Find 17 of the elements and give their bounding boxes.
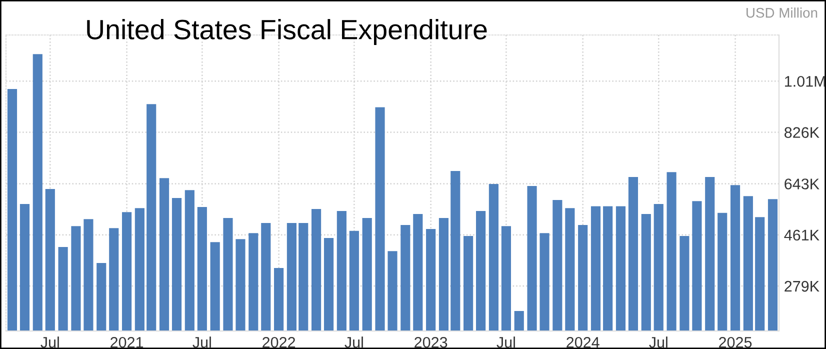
y-tick-label: 461K [784,230,820,241]
y-tick-label: 826K [784,127,820,138]
chart-title: United States Fiscal Expenditure [87,19,487,45]
x-tick-label: Jul [649,336,668,348]
x-tick-label: 2024 [566,336,600,348]
y-tick-label: 279K [784,280,820,292]
x-tick-label: Jul [496,336,515,348]
x-tick-label: Jul [40,336,59,348]
x-tick-label: 2021 [110,336,144,348]
y-tick-label: 643K [784,178,820,190]
x-tick-label: Jul [344,336,363,348]
x-tick-label: 2025 [719,336,752,348]
x-tick-label: Jul [192,336,211,348]
x-tick-label: 2023 [414,336,448,348]
y-tick-label: 1.01M [785,76,826,87]
y-axis-title: USD Million [746,8,818,18]
x-tick-label: 2022 [262,336,296,348]
